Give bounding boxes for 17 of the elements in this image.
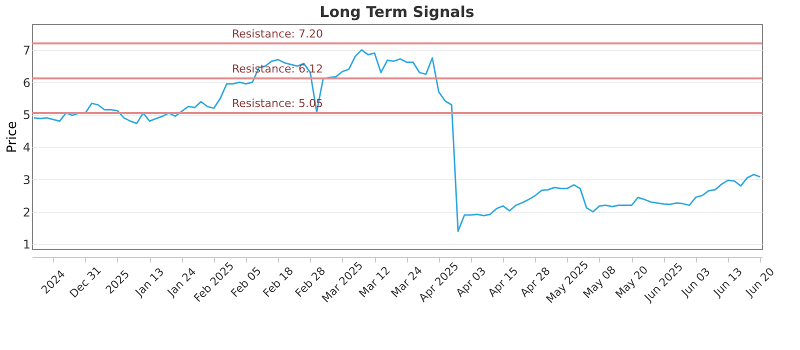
x-tick-label: Dec 31	[67, 264, 104, 300]
x-tick-label: Jun 20	[742, 265, 778, 300]
line-series	[33, 49, 761, 232]
y-tick-label: 6	[22, 76, 30, 90]
x-tick-label: Jan 13	[132, 265, 167, 300]
y-tick-label: 4	[22, 140, 30, 155]
y-tick-label: 2	[22, 205, 30, 220]
y-axis-title: Price	[4, 121, 20, 153]
x-tick-label: Feb 18	[260, 264, 296, 300]
y-tick-label: 1	[22, 238, 30, 252]
y-tick-label: 3	[22, 172, 30, 187]
ref-line-label: Resistance: 7.20	[232, 27, 323, 40]
y-tick-label: 7	[22, 43, 30, 58]
x-tick-label: Jun 13	[710, 265, 745, 300]
chart-title: Long Term Signals	[320, 3, 474, 21]
y-tick-label: 5	[22, 108, 30, 122]
x-tick-label: Apr 15	[486, 264, 521, 300]
